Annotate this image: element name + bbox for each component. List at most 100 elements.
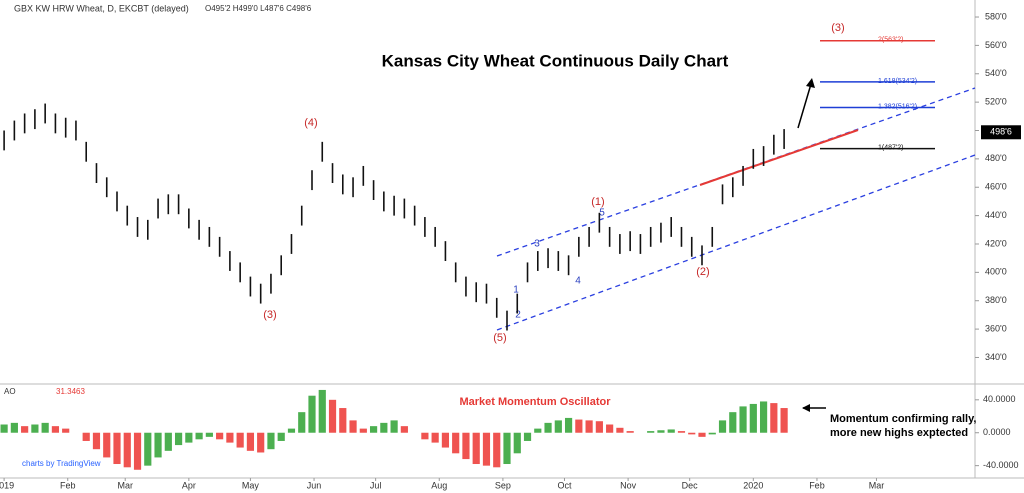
y-tick-label: 520'0	[985, 97, 1007, 107]
wave-label: (2)	[696, 266, 709, 278]
oscillator-bar	[718, 420, 727, 433]
y-tick-label: 460'0	[985, 182, 1007, 192]
last-price-label: 498'6	[990, 127, 1012, 137]
x-tick-label: Aug	[431, 480, 447, 490]
oscillator-bar	[236, 432, 244, 448]
oscillator-bar	[606, 424, 614, 433]
oscillator-bar	[257, 432, 265, 453]
oscillator-bar	[359, 428, 367, 433]
oscillator-bar	[647, 431, 655, 433]
oscillator-bar	[739, 406, 747, 433]
oscillator-bar	[123, 432, 131, 468]
arrow	[797, 83, 812, 129]
wave-label: (3)	[263, 309, 276, 321]
oscillator-bar	[441, 432, 450, 448]
x-tick-label: Mar	[117, 480, 133, 490]
oscillator-bar	[452, 432, 460, 454]
y-tick-label: 340'0	[985, 352, 1007, 362]
oscillator-bar	[298, 412, 306, 433]
x-tick-label: May	[242, 480, 260, 490]
oscillator-bar	[195, 432, 203, 440]
oscillator-bar	[62, 428, 70, 433]
oscillator-bar	[328, 399, 337, 433]
oscillator-bar	[205, 432, 213, 437]
oscillator-bar	[41, 422, 49, 433]
oscillator-bar	[10, 422, 18, 433]
oscillator-bar	[31, 424, 39, 433]
channel-lower	[496, 154, 976, 331]
wave-label: (1)	[591, 196, 604, 208]
oscillator-bar	[21, 426, 29, 433]
oscillator-bar	[164, 432, 172, 451]
x-tick-label: Feb	[809, 480, 825, 490]
oscillator-bar	[113, 432, 121, 465]
subwave-label: 2	[515, 310, 521, 321]
y-tick-label: 480'0	[985, 153, 1007, 163]
oscillator-bar	[770, 403, 778, 433]
oscillator-bar	[564, 417, 573, 433]
oscillator-bar	[513, 432, 521, 454]
oscillator-bar	[277, 432, 285, 441]
oscillator-bar	[554, 420, 562, 433]
chart-title: Kansas City Wheat Continuous Daily Chart	[382, 51, 729, 70]
oscillator-bar	[698, 432, 706, 437]
oscillator-bar	[349, 420, 357, 433]
oscillator-bar	[708, 432, 716, 435]
oscillator-bar	[544, 422, 552, 433]
oscillator-bar	[749, 403, 757, 433]
wave-label: (4)	[304, 117, 317, 129]
oscillator-bar	[308, 395, 316, 433]
oscillator-bar	[472, 432, 480, 465]
oscillator-bar	[0, 424, 8, 433]
oscillator-bar	[462, 432, 470, 460]
fib-label: 1.382(516'2)	[878, 103, 917, 110]
oscillator-bar	[267, 432, 275, 450]
oscillator-bar	[226, 432, 234, 443]
oscillator-bar	[92, 432, 101, 450]
fib-label: 1.618(534'2)	[878, 78, 917, 85]
oscillator-bar	[729, 412, 737, 433]
y-tick-label: 0.0000	[983, 427, 1011, 437]
oscillator-bar	[493, 432, 501, 468]
x-tick-label: Jul	[370, 480, 382, 490]
oscillator-bar	[287, 428, 296, 433]
oscillator-bar	[339, 408, 347, 433]
oscillator-bar	[133, 432, 142, 470]
oscillator-bar	[82, 432, 90, 441]
y-tick-label: 380'0	[985, 295, 1007, 305]
oscillator-bar	[616, 427, 624, 433]
indicator-value: 31.3463	[56, 387, 85, 396]
oscillator-bar	[174, 432, 183, 446]
y-tick-label: 360'0	[985, 323, 1007, 333]
oscillator-bar	[780, 408, 788, 433]
y-tick-label: 540'0	[985, 68, 1007, 78]
oscillator-bar	[677, 431, 686, 433]
trendline	[699, 129, 859, 186]
y-tick-label: 420'0	[985, 238, 1007, 248]
ohlc-readout: O495'2 H499'0 L487'6 C498'6	[205, 4, 312, 13]
x-tick-label: Sep	[495, 480, 511, 490]
oscillator-bar	[503, 432, 511, 465]
oscillator-bar	[103, 432, 111, 458]
x-tick-label: Jun	[307, 480, 322, 490]
oscillator-bar	[144, 432, 152, 466]
oscillator-bar	[534, 428, 542, 433]
oscillator-bar	[400, 426, 408, 433]
subwave-label: 3	[534, 239, 540, 250]
y-tick-label: 400'0	[985, 267, 1007, 277]
subwave-label: 1	[513, 285, 519, 296]
oscillator-bar	[667, 429, 675, 433]
fib-label: 1(487'2)	[878, 144, 903, 151]
oscillator-title: Market Momentum Oscillator	[460, 396, 612, 408]
y-tick-label: -40.0000	[983, 460, 1019, 470]
last-price-box	[981, 125, 1021, 140]
wave-label: (5)	[493, 332, 506, 344]
oscillator-bar	[390, 420, 398, 433]
x-tick-label: Dec	[682, 480, 699, 490]
subwave-label: 5	[599, 208, 605, 219]
y-tick-label: 580'0	[985, 11, 1007, 21]
oscillator-bar	[585, 420, 593, 433]
oscillator-bar	[688, 432, 696, 435]
y-tick-label: 440'0	[985, 210, 1007, 220]
